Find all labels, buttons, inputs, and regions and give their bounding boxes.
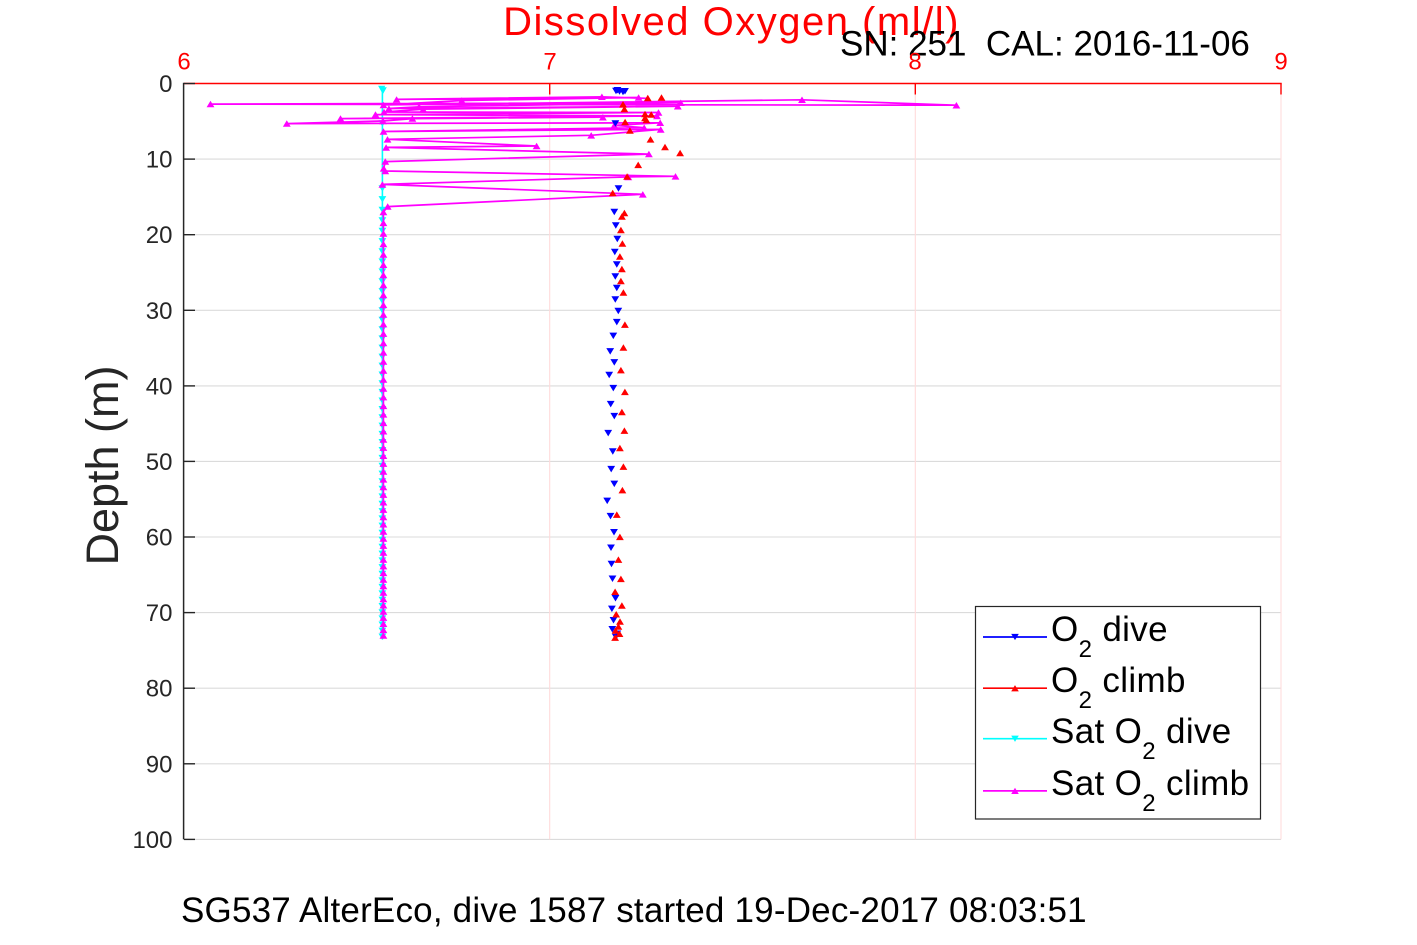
svg-text:9: 9	[1274, 49, 1287, 76]
svg-text:Dissolved Oxygen (ml/l): Dissolved Oxygen (ml/l)	[503, 0, 960, 44]
svg-text:0: 0	[159, 71, 172, 98]
svg-text:80: 80	[146, 676, 173, 703]
svg-text:8: 8	[908, 49, 921, 76]
svg-text:30: 30	[146, 298, 173, 325]
svg-text:SG537 AlterEco, dive 1587 star: SG537 AlterEco, dive 1587 started 19-Dec…	[181, 891, 1087, 930]
svg-text:90: 90	[146, 751, 173, 778]
svg-text:6: 6	[177, 49, 190, 76]
svg-text:7: 7	[543, 49, 556, 76]
svg-text:SN: 251 CAL: 2016-11-06: SN: 251 CAL: 2016-11-06	[840, 25, 1250, 64]
svg-text:10: 10	[146, 147, 173, 174]
svg-text:100: 100	[132, 827, 172, 854]
svg-text:40: 40	[146, 373, 173, 400]
svg-text:20: 20	[146, 222, 173, 249]
svg-text:60: 60	[146, 525, 173, 552]
svg-text:50: 50	[146, 449, 173, 476]
svg-text:70: 70	[146, 600, 173, 627]
svg-text:Depth (m): Depth (m)	[77, 365, 128, 565]
